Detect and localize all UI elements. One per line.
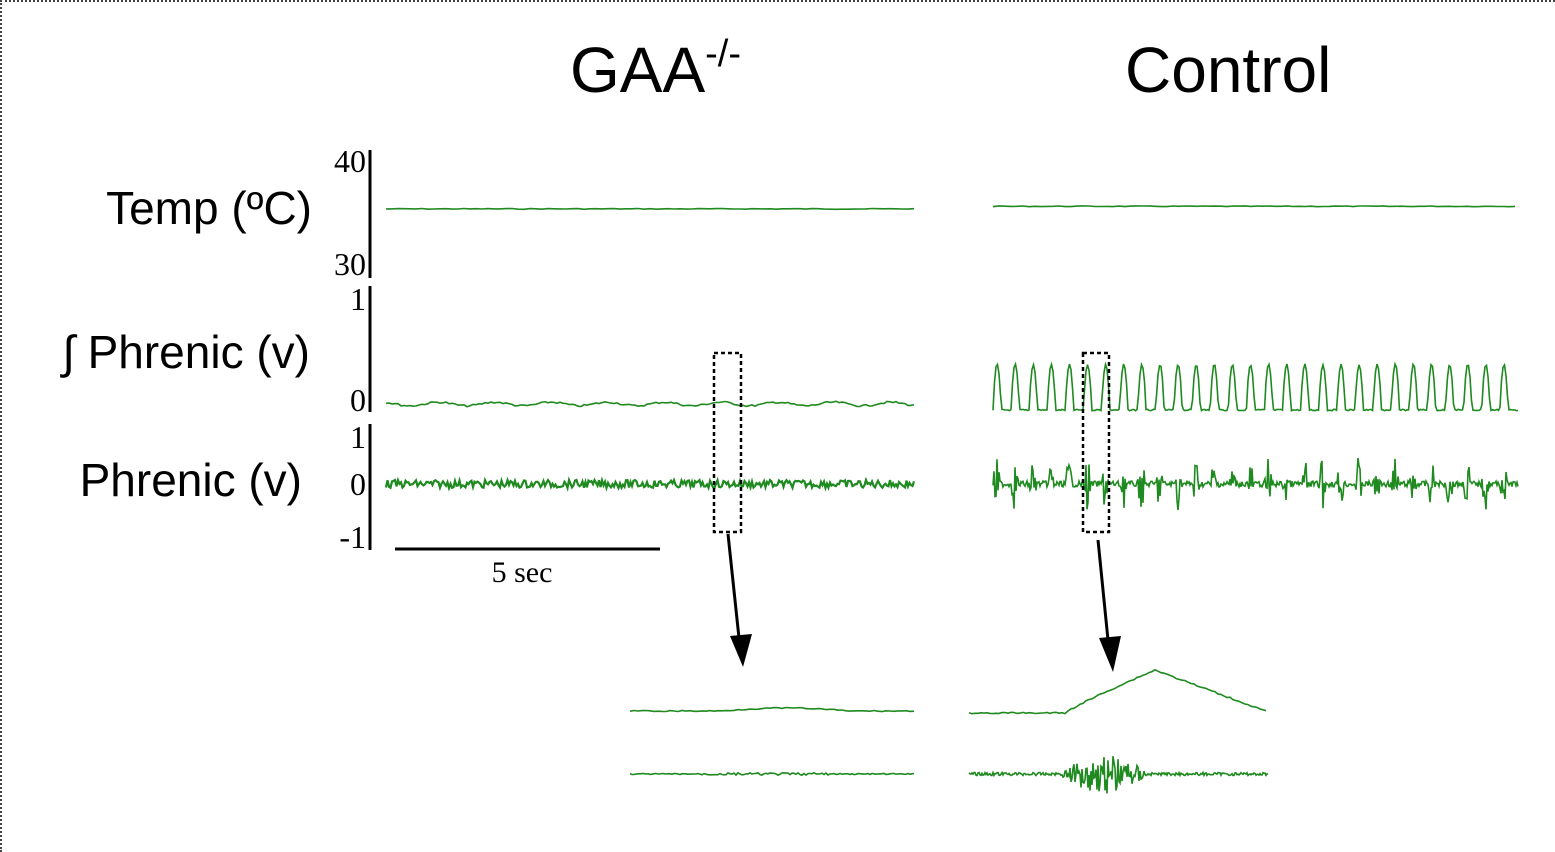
- row-label-integrated-phrenic: ∫ Phrenic (v): [59, 326, 310, 378]
- zoom-arrow-control: [1096, 539, 1110, 641]
- integrated-phrenic-trace-control: [992, 361, 1519, 412]
- phrenic-trace-gaa: [384, 476, 916, 492]
- zoom-phrenic-trace-gaa: [629, 771, 915, 777]
- temp-trace-gaa: [386, 207, 915, 211]
- tick-label: 0: [350, 382, 366, 418]
- arrowhead-gaa: [730, 634, 752, 667]
- integrated-phrenic-trace-gaa: [385, 400, 915, 408]
- panel-title-control: Control: [1125, 34, 1331, 106]
- highlight-box-control: [1081, 351, 1111, 534]
- phrenic-trace-control: [992, 457, 1519, 511]
- tick-label: 0: [350, 466, 366, 502]
- row-label-phrenic: Phrenic (v): [80, 454, 302, 506]
- temp-trace-control: [992, 205, 1516, 208]
- row-label-temp: Temp (ºC): [106, 182, 312, 234]
- arrowhead-control: [1099, 636, 1121, 672]
- zoom-integrated-trace-control: [968, 668, 1267, 715]
- tick-label: 40: [334, 143, 366, 179]
- panel-title-gaa: GAA-/-: [570, 33, 741, 106]
- time-scale-label: 5 sec: [492, 556, 553, 589]
- tick-label: 1: [350, 419, 366, 455]
- tick-label: -1: [339, 519, 366, 555]
- zoom-arrow-gaa: [726, 533, 741, 639]
- tick-label: 1: [350, 281, 366, 317]
- highlight-box-gaa: [712, 351, 743, 534]
- tick-label: 30: [334, 246, 366, 282]
- zoom-integrated-trace-gaa: [629, 706, 915, 713]
- zoom-phrenic-trace-control: [968, 756, 1269, 794]
